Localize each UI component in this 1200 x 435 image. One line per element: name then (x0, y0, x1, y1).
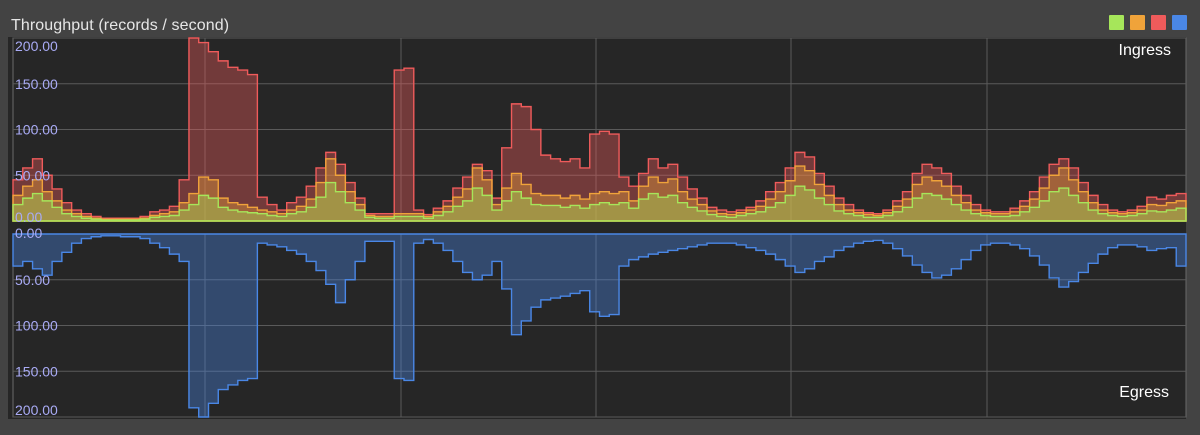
ingress-ytick-label: 200.00 (15, 38, 58, 54)
ingress-ytick-label: 100.00 (15, 122, 58, 138)
ingress-series-0 (12, 37, 1187, 222)
ingress-series-2 (12, 181, 1187, 222)
legend-swatch-red[interactable] (1151, 15, 1166, 30)
egress-ytick-label: 150.00 (15, 363, 58, 379)
egress-ytick-label: 100.00 (15, 318, 58, 334)
egress-ytick-label: 50.00 (15, 272, 50, 288)
ingress-panel: 0.00 50.00 100.00 150.00 200.00 Ingress (12, 37, 1187, 225)
chart-title: Throughput (records / second) (11, 17, 230, 34)
ingress-ytick-label: 150.00 (15, 76, 58, 92)
ingress-label: Ingress (1119, 42, 1171, 59)
legend (1109, 15, 1187, 30)
ingress-series-1 (12, 158, 1187, 222)
egress-label: Egress (1119, 384, 1169, 401)
egress-series-0 (12, 233, 1187, 418)
legend-swatch-blue[interactable] (1172, 15, 1187, 30)
egress-panel: 0.00 50.00 100.00 150.00 200.00 Egress (12, 225, 1187, 418)
egress-ytick-label: 200.00 (15, 402, 58, 418)
ingress-ytick-label: 50.00 (15, 167, 50, 183)
legend-swatch-green[interactable] (1109, 15, 1124, 30)
ingress-ytick-label: 0.00 (15, 209, 42, 225)
legend-swatch-orange[interactable] (1130, 15, 1145, 30)
egress-ytick-label: 0.00 (15, 225, 42, 241)
